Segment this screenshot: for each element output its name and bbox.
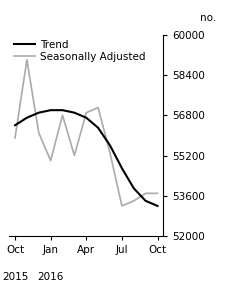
Legend: Trend, Seasonally Adjusted: Trend, Seasonally Adjusted xyxy=(14,40,146,62)
Text: 2015: 2015 xyxy=(2,272,28,283)
Text: no.: no. xyxy=(200,14,216,23)
Text: 2016: 2016 xyxy=(37,272,64,283)
